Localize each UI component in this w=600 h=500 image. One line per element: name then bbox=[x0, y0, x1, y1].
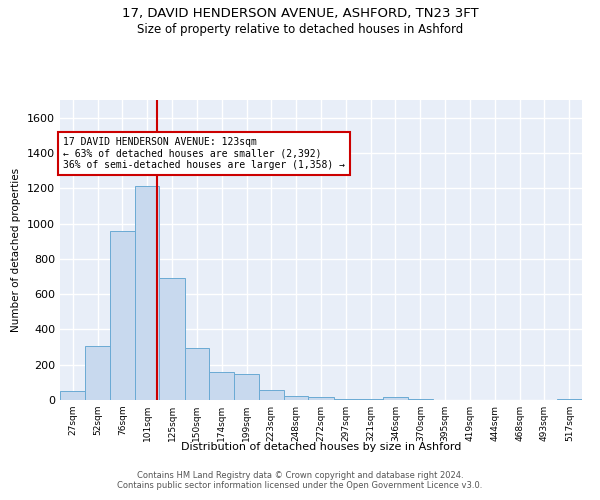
Bar bbox=[235, 374, 259, 400]
Bar bbox=[383, 397, 407, 400]
Text: Size of property relative to detached houses in Ashford: Size of property relative to detached ho… bbox=[137, 22, 463, 36]
Bar bbox=[85, 346, 110, 400]
Bar bbox=[209, 372, 235, 400]
Text: 17, DAVID HENDERSON AVENUE, ASHFORD, TN23 3FT: 17, DAVID HENDERSON AVENUE, ASHFORD, TN2… bbox=[122, 8, 478, 20]
Bar bbox=[259, 390, 284, 400]
Bar bbox=[334, 399, 358, 400]
Bar bbox=[110, 230, 135, 400]
Bar bbox=[284, 396, 308, 400]
Text: Distribution of detached houses by size in Ashford: Distribution of detached houses by size … bbox=[181, 442, 461, 452]
Y-axis label: Number of detached properties: Number of detached properties bbox=[11, 168, 22, 332]
Bar bbox=[160, 278, 185, 400]
Bar bbox=[185, 348, 209, 400]
Bar bbox=[135, 186, 160, 400]
Text: Contains HM Land Registry data © Crown copyright and database right 2024.
Contai: Contains HM Land Registry data © Crown c… bbox=[118, 470, 482, 490]
Text: 17 DAVID HENDERSON AVENUE: 123sqm
← 63% of detached houses are smaller (2,392)
3: 17 DAVID HENDERSON AVENUE: 123sqm ← 63% … bbox=[63, 137, 345, 170]
Bar bbox=[308, 397, 334, 400]
Bar bbox=[60, 391, 85, 400]
